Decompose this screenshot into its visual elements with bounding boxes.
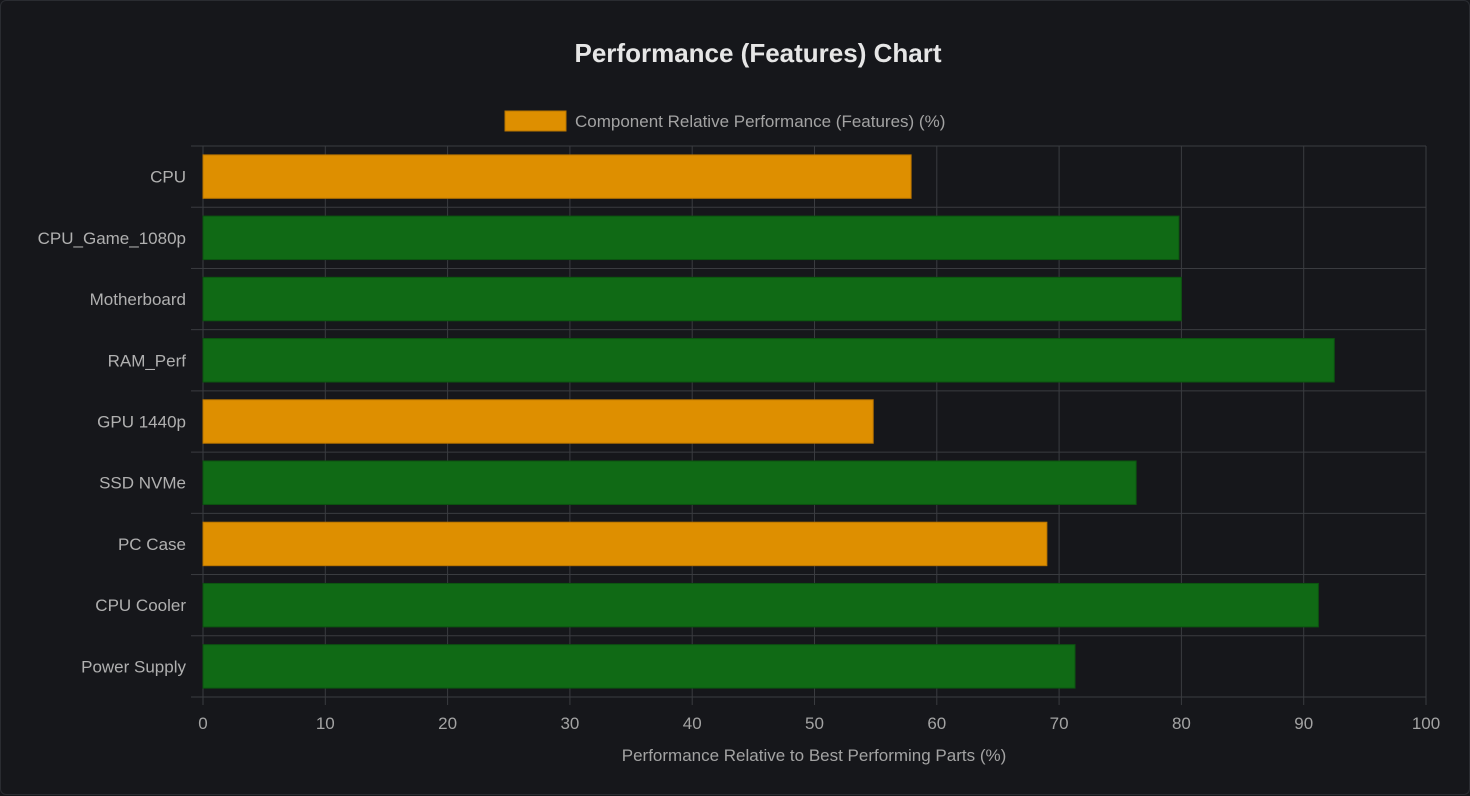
category-label: CPU Cooler bbox=[95, 596, 186, 615]
category-label: Motherboard bbox=[90, 290, 186, 309]
category-label: Power Supply bbox=[81, 657, 186, 676]
chart-title: Performance (Features) Chart bbox=[575, 38, 942, 68]
legend[interactable]: Component Relative Performance (Features… bbox=[504, 110, 945, 132]
bars bbox=[202, 154, 1335, 689]
x-tick-label: 30 bbox=[560, 714, 579, 733]
x-tick-label: 10 bbox=[316, 714, 335, 733]
category-labels: CPU CPU_Game_1080p Motherboard RAM_Perf GPU … bbox=[38, 168, 187, 677]
bar-cpu-cooler[interactable] bbox=[202, 582, 1319, 628]
x-tick-label: 100 bbox=[1412, 714, 1440, 733]
bar-gpu-1440p[interactable] bbox=[202, 399, 874, 444]
x-tick-label: 70 bbox=[1050, 714, 1069, 733]
bar-cpu[interactable] bbox=[202, 154, 912, 199]
legend-swatch[interactable] bbox=[504, 110, 567, 132]
x-tick-label: 90 bbox=[1294, 714, 1313, 733]
x-tick-labels: 0 10 20 30 40 50 60 70 80 90 100 bbox=[198, 714, 1440, 733]
x-tick-label: 40 bbox=[683, 714, 702, 733]
category-label: PC Case bbox=[118, 535, 186, 554]
category-label: GPU 1440p bbox=[97, 413, 186, 432]
legend-label[interactable]: Component Relative Performance (Features… bbox=[575, 112, 945, 131]
x-tick-label: 60 bbox=[927, 714, 946, 733]
x-tick-label: 0 bbox=[198, 714, 207, 733]
category-label: RAM_Perf bbox=[108, 351, 187, 370]
x-tick-label: 80 bbox=[1172, 714, 1191, 733]
x-tick-label: 20 bbox=[438, 714, 457, 733]
grid-lines bbox=[191, 145, 1427, 705]
bar-cpu-game-1080p[interactable] bbox=[202, 215, 1180, 261]
category-label: CPU_Game_1080p bbox=[38, 229, 186, 248]
category-label: SSD NVMe bbox=[99, 474, 186, 493]
bar-ram-perf[interactable] bbox=[202, 338, 1335, 383]
bar-ssd-nvme[interactable] bbox=[202, 460, 1137, 505]
category-label: CPU bbox=[150, 168, 186, 187]
bar-motherboard[interactable] bbox=[202, 276, 1182, 322]
x-axis-title: Performance Relative to Best Performing … bbox=[622, 746, 1007, 765]
x-tick-label: 50 bbox=[805, 714, 824, 733]
bar-pc-case[interactable] bbox=[202, 521, 1048, 567]
bar-power-supply[interactable] bbox=[202, 644, 1076, 689]
